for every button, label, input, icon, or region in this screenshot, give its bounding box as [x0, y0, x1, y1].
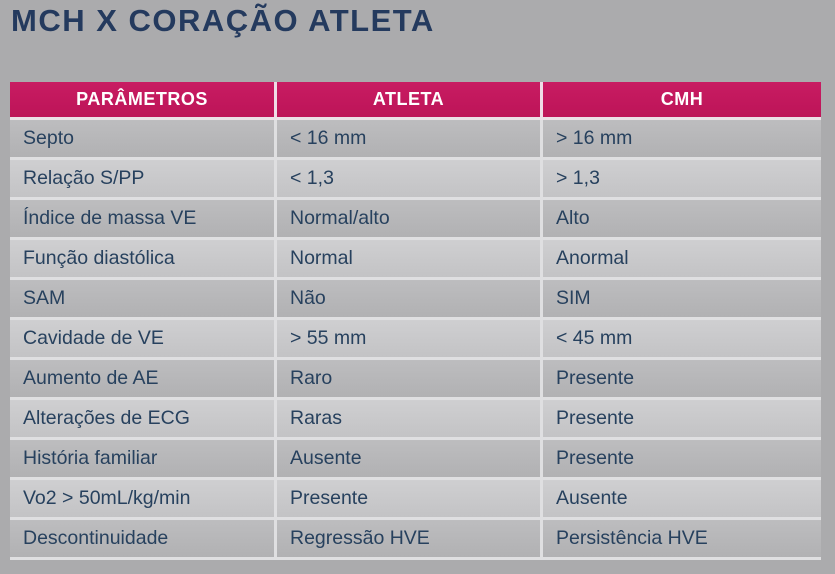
page-title: MCH X CORAÇÃO ATLETA [11, 3, 435, 38]
cell-cmh-value: Alto [543, 200, 821, 237]
cell-parameter: Descontinuidade [10, 520, 277, 557]
table-row: Relação S/PP < 1,3 > 1,3 [10, 160, 821, 200]
cell-cmh-value: SIM [543, 280, 821, 317]
cell-atleta-value: Raro [277, 360, 543, 397]
cell-parameter: Índice de massa VE [10, 200, 277, 237]
cell-parameter: Cavidade de VE [10, 320, 277, 357]
table-row: Índice de massa VE Normal/alto Alto [10, 200, 821, 240]
table-row: Vo2 > 50mL/kg/min Presente Ausente [10, 480, 821, 520]
cell-parameter: SAM [10, 280, 277, 317]
cell-atleta-value: Não [277, 280, 543, 317]
cell-cmh-value: < 45 mm [543, 320, 821, 357]
table-row: Aumento de AE Raro Presente [10, 360, 821, 400]
cell-cmh-value: > 1,3 [543, 160, 821, 197]
cell-parameter: Função diastólica [10, 240, 277, 277]
cell-atleta-value: Presente [277, 480, 543, 517]
cell-parameter: Septo [10, 120, 277, 157]
table-row: Alterações de ECG Raras Presente [10, 400, 821, 440]
cell-parameter: Alterações de ECG [10, 400, 277, 437]
cell-cmh-value: Persistência HVE [543, 520, 821, 557]
table-row: Cavidade de VE > 55 mm < 45 mm [10, 320, 821, 360]
cell-cmh-value: Ausente [543, 480, 821, 517]
cell-parameter: História familiar [10, 440, 277, 477]
header-atleta: ATLETA [277, 82, 543, 117]
cell-atleta-value: Regressão HVE [277, 520, 543, 557]
comparison-table: PARÂMETROS ATLETA CMH Septo < 16 mm > 16… [10, 82, 821, 560]
cell-atleta-value: Ausente [277, 440, 543, 477]
header-parametros: PARÂMETROS [10, 82, 277, 117]
cell-atleta-value: Raras [277, 400, 543, 437]
cell-atleta-value: < 16 mm [277, 120, 543, 157]
cell-atleta-value: Normal/alto [277, 200, 543, 237]
header-cmh: CMH [660, 89, 704, 109]
cell-parameter: Aumento de AE [10, 360, 277, 397]
table-row: Septo < 16 mm > 16 mm [10, 120, 821, 160]
cell-cmh-value: Anormal [543, 240, 821, 277]
table-row: Função diastólica Normal Anormal [10, 240, 821, 280]
cell-cmh-value: Presente [543, 360, 821, 397]
table-row: Descontinuidade Regressão HVE Persistênc… [10, 520, 821, 560]
table-row: História familiar Ausente Presente [10, 440, 821, 480]
cell-cmh-value: Presente [543, 440, 821, 477]
table-row: SAM Não SIM [10, 280, 821, 320]
table-header-row: PARÂMETROS ATLETA CMH [10, 82, 821, 120]
cell-parameter: Vo2 > 50mL/kg/min [10, 480, 277, 517]
cell-parameter: Relação S/PP [10, 160, 277, 197]
cell-atleta-value: Normal [277, 240, 543, 277]
cell-atleta-value: < 1,3 [277, 160, 543, 197]
cell-cmh-value: Presente [543, 400, 821, 437]
table-body: Septo < 16 mm > 16 mm Relação S/PP < 1,3… [10, 120, 821, 560]
cell-cmh-value: > 16 mm [543, 120, 821, 157]
cell-atleta-value: > 55 mm [277, 320, 543, 357]
